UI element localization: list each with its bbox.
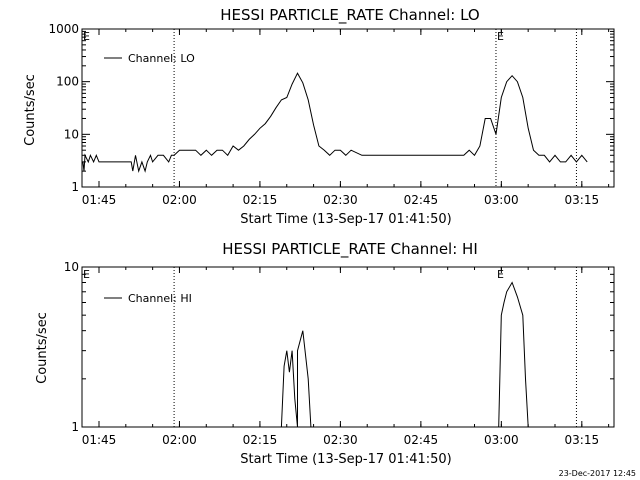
timestamp: 23-Dec-2017 12:45 bbox=[559, 469, 636, 478]
x-tick-label: 03:15 bbox=[565, 433, 600, 447]
x-tick-label: 02:00 bbox=[162, 433, 197, 447]
series-line bbox=[498, 281, 529, 428]
y-tick-label: 1000 bbox=[48, 22, 79, 36]
x-tick-label: 02:00 bbox=[162, 193, 197, 207]
series-line bbox=[82, 72, 588, 173]
x-tick-label: 03:00 bbox=[484, 433, 519, 447]
eclipse-mark: E bbox=[83, 30, 90, 43]
y-tick-label: 10 bbox=[64, 260, 79, 274]
y-tick-label: 100 bbox=[56, 75, 79, 89]
y-tick-label: 1 bbox=[71, 420, 79, 434]
x-tick-label: 02:45 bbox=[404, 193, 439, 207]
x-tick-label: 02:45 bbox=[404, 433, 439, 447]
panel-channel-hi: HESSI PARTICLE_RATE Channel: HI Counts/s… bbox=[35, 240, 615, 467]
panel-channel-lo: HESSI PARTICLE_RATE Channel: LO Counts/s… bbox=[23, 6, 615, 227]
eclipse-mark: E bbox=[497, 268, 504, 281]
legend-entry: Channel: LO bbox=[128, 52, 195, 65]
legend-entry: Channel: HI bbox=[128, 292, 192, 305]
x-tick-label: 01:45 bbox=[82, 433, 117, 447]
x-tick-label: 02:30 bbox=[323, 193, 358, 207]
plot-frame bbox=[81, 28, 615, 188]
y-tick-label: 10 bbox=[64, 127, 79, 141]
series-line bbox=[280, 350, 298, 428]
chart-title: HESSI PARTICLE_RATE Channel: HI bbox=[222, 240, 478, 259]
x-axis-label: Start Time (13-Sep-17 01:41:50) bbox=[240, 452, 451, 467]
x-axis-label: Start Time (13-Sep-17 01:41:50) bbox=[240, 212, 451, 227]
plot-frame bbox=[81, 266, 615, 428]
eclipse-mark: E bbox=[497, 30, 504, 43]
y-axis-label: Counts/sec bbox=[23, 74, 38, 146]
x-tick-label: 01:45 bbox=[82, 193, 117, 207]
chart-title: HESSI PARTICLE_RATE Channel: LO bbox=[220, 6, 479, 25]
y-axis-label: Counts/sec bbox=[35, 312, 50, 384]
x-tick-label: 02:15 bbox=[243, 433, 278, 447]
x-tick-label: 03:00 bbox=[484, 193, 519, 207]
x-tick-label: 03:15 bbox=[565, 193, 600, 207]
x-tick-label: 02:15 bbox=[243, 193, 278, 207]
eclipse-mark: E bbox=[83, 268, 90, 281]
series-line bbox=[297, 330, 312, 428]
x-tick-label: 02:30 bbox=[323, 433, 358, 447]
y-tick-label: 1 bbox=[71, 180, 79, 194]
